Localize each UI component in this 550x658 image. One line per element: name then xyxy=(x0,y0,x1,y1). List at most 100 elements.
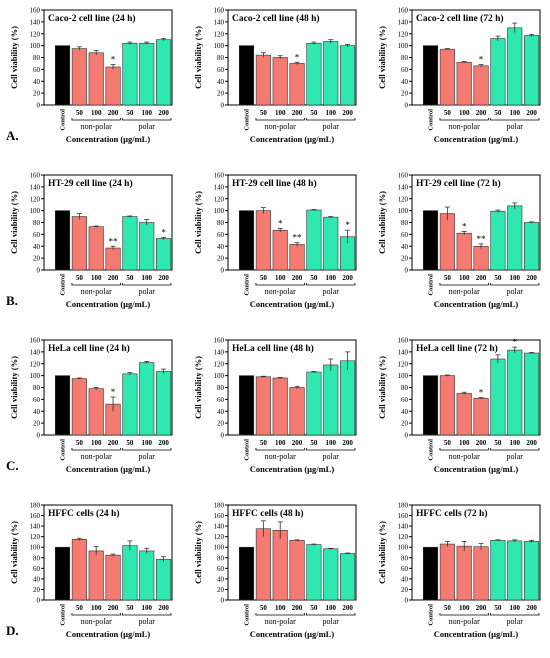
y-tick-label: 20 xyxy=(33,90,41,98)
x-tick-label: 100 xyxy=(275,274,286,282)
x-tick-label: 50 xyxy=(310,439,318,447)
bar xyxy=(139,222,155,271)
y-tick-label: 160 xyxy=(30,7,41,15)
group-label: polar xyxy=(507,452,524,461)
significance-mark: ** xyxy=(109,236,119,246)
y-tick-label: 60 xyxy=(401,396,409,404)
x-tick-label: 100 xyxy=(275,439,286,447)
bar xyxy=(473,546,489,601)
bar xyxy=(255,210,271,271)
group-label: polar xyxy=(323,617,340,626)
x-tick-label: 100 xyxy=(275,604,286,612)
group-label: non-polar xyxy=(265,122,296,131)
x-tick-label: 200 xyxy=(342,109,353,117)
y-tick-label: 60 xyxy=(33,231,41,239)
group-bracket xyxy=(71,283,121,286)
x-tick-label: 200 xyxy=(526,109,537,117)
group-label: non-polar xyxy=(449,617,480,626)
bar xyxy=(439,48,455,106)
y-tick-label: 80 xyxy=(33,54,41,62)
bar xyxy=(422,210,439,271)
bar xyxy=(524,541,540,601)
x-tick-label: 200 xyxy=(342,604,353,612)
y-tick-label: 160 xyxy=(214,337,225,345)
bar xyxy=(156,559,172,601)
x-tick-label: 100 xyxy=(459,439,470,447)
y-tick-label: 60 xyxy=(401,565,409,573)
y-tick-label: 100 xyxy=(398,544,409,552)
significance-mark: * xyxy=(161,227,166,237)
y-axis-label: Cell viability (%) xyxy=(377,356,387,419)
x-axis-label: Concentration (μg/mL) xyxy=(434,299,519,309)
bar xyxy=(289,244,305,271)
bar xyxy=(156,39,172,106)
bar xyxy=(122,42,138,106)
significance-mark: * xyxy=(512,337,517,347)
x-tick-label: 200 xyxy=(292,109,303,117)
y-axis-label: Cell viability (%) xyxy=(193,356,203,419)
x-tick-label: 100 xyxy=(91,604,102,612)
bar xyxy=(323,41,339,106)
y-tick-label: 60 xyxy=(33,565,41,573)
x-axis-label: Concentration (μg/mL) xyxy=(250,464,335,474)
bar xyxy=(490,38,506,106)
y-tick-label: 0 xyxy=(37,102,41,110)
y-tick-label: 140 xyxy=(214,523,225,531)
significance-mark: * xyxy=(111,387,116,397)
y-axis-label: Cell viability (%) xyxy=(377,26,387,89)
y-tick-label: 140 xyxy=(398,18,409,26)
y-tick-label: 160 xyxy=(30,172,41,180)
bar xyxy=(340,45,356,106)
y-tick-label: 60 xyxy=(401,66,409,74)
bar xyxy=(238,210,255,271)
y-tick-label: 100 xyxy=(30,544,41,552)
bar xyxy=(272,377,288,436)
bar xyxy=(54,375,71,436)
x-axis-label: Concentration (μg/mL) xyxy=(250,629,335,639)
group-bracket xyxy=(122,118,172,121)
y-tick-label: 100 xyxy=(30,42,41,50)
x-tick-label: 200 xyxy=(526,604,537,612)
bar xyxy=(54,210,71,271)
y-axis-label: Cell viability (%) xyxy=(9,26,19,89)
group-bracket xyxy=(255,613,305,616)
significance-mark: * xyxy=(278,218,283,228)
bar xyxy=(71,378,87,436)
y-tick-label: 80 xyxy=(401,219,409,227)
y-tick-label: 100 xyxy=(30,207,41,215)
group-bracket xyxy=(439,613,489,616)
x-tick-label: 200 xyxy=(158,604,169,612)
y-tick-label: 120 xyxy=(214,533,225,541)
y-tick-label: 40 xyxy=(217,575,225,583)
y-tick-label: 20 xyxy=(217,586,225,594)
x-tick-label: 50 xyxy=(126,604,134,612)
bar xyxy=(139,550,155,601)
panel-10: 0 20 40 60 80 100 120 140 160 180 HFFC cells (24 h… xyxy=(9,502,173,639)
y-tick-label: 20 xyxy=(217,420,225,428)
significance-mark: * xyxy=(479,55,484,65)
y-tick-label: 0 xyxy=(37,432,41,440)
panel-7: 0 20 40 60 80 100 120 140 160 HeLa cell line (24 … xyxy=(9,337,173,474)
x-tick-label: 50 xyxy=(444,604,452,612)
y-tick-label: 0 xyxy=(221,597,225,605)
y-tick-label: 120 xyxy=(398,30,409,38)
bar xyxy=(255,54,271,106)
x-axis-label: Concentration (μg/mL) xyxy=(434,629,519,639)
x-tick-label: 50 xyxy=(260,274,268,282)
x-axis-label: Concentration (μg/mL) xyxy=(434,464,519,474)
bar xyxy=(289,63,305,106)
bar xyxy=(88,226,104,271)
y-tick-label: 140 xyxy=(398,183,409,191)
bar xyxy=(105,247,121,271)
y-tick-label: 160 xyxy=(398,7,409,15)
bar xyxy=(88,550,104,601)
group-label: non-polar xyxy=(81,287,112,296)
panel-11: 0 20 40 60 80 100 120 140 160 180 HFFC cells (48 h… xyxy=(193,502,357,639)
x-tick-label: 200 xyxy=(108,604,119,612)
y-tick-label: 160 xyxy=(214,172,225,180)
group-label: non-polar xyxy=(265,452,296,461)
group-bracket xyxy=(306,448,356,451)
y-tick-label: 120 xyxy=(214,195,225,203)
bar xyxy=(105,554,121,601)
y-tick-label: 140 xyxy=(214,183,225,191)
